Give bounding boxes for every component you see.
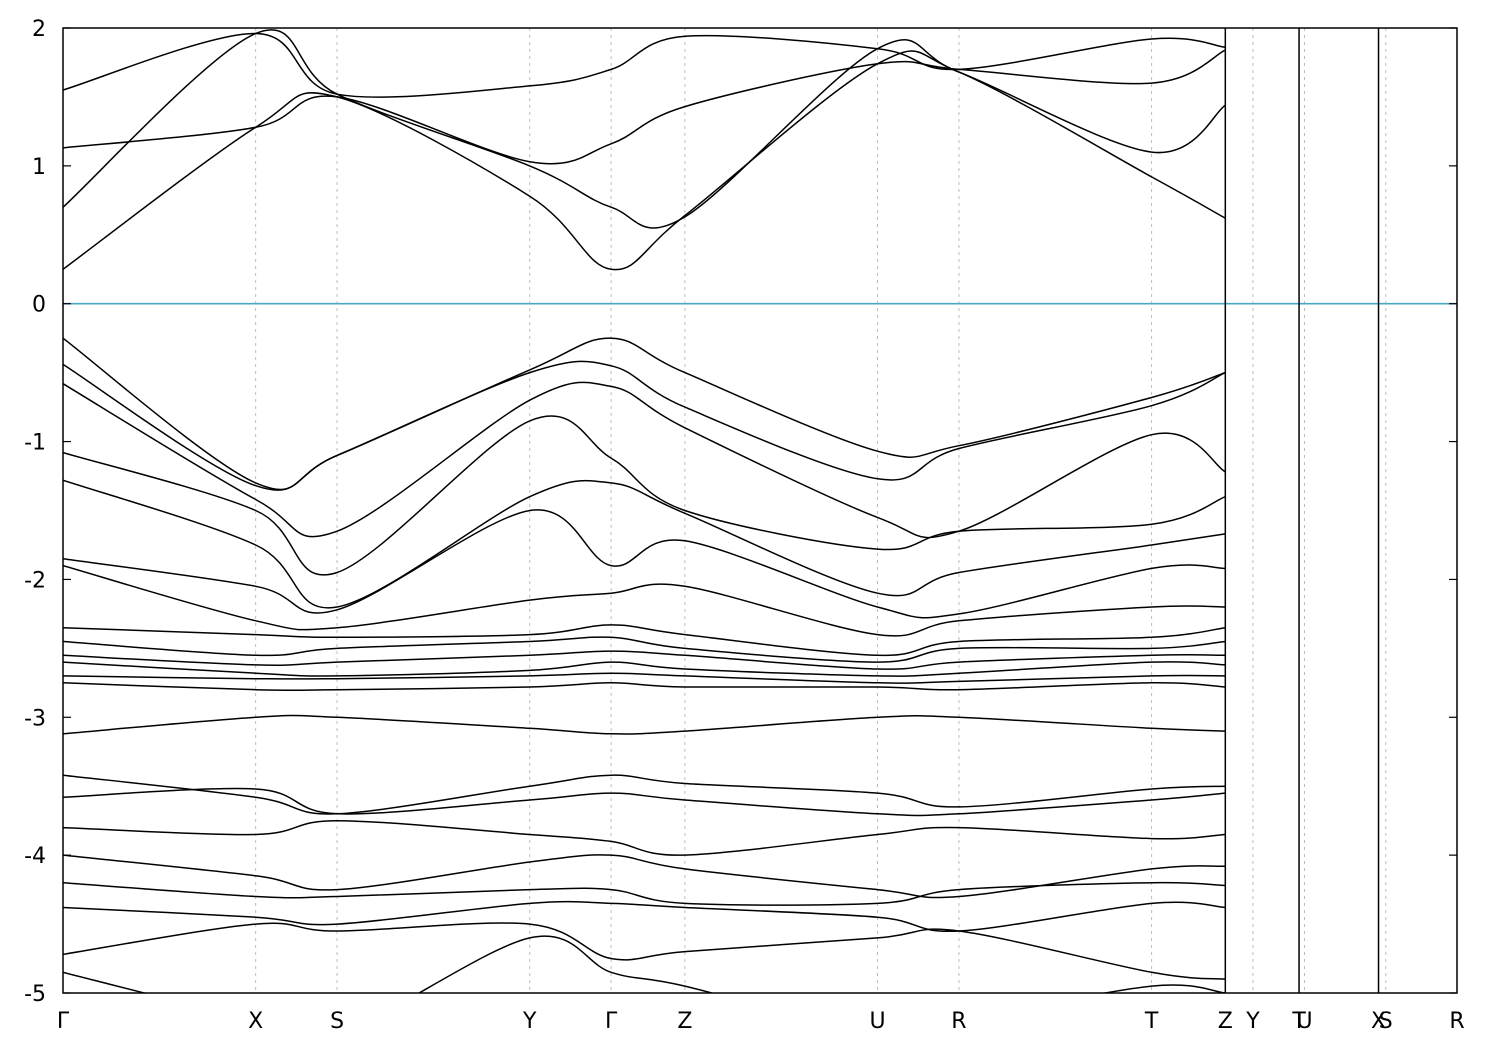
band-line xyxy=(63,636,1226,663)
band-line xyxy=(63,337,1226,491)
band-line xyxy=(63,881,1226,906)
band-line xyxy=(63,900,1226,933)
band-line xyxy=(63,50,1226,271)
band-line xyxy=(63,682,1226,692)
y-tick-label: -1 xyxy=(24,431,46,456)
x-tick-label: Y xyxy=(522,1009,537,1034)
band-line xyxy=(63,49,1226,165)
band-line xyxy=(63,672,1226,684)
grid-layer xyxy=(255,28,1387,993)
x-tick-layer: Γ X S Y Γ Z U R T Z Y TU XS R xyxy=(57,1009,1465,1034)
band-line xyxy=(63,509,1226,619)
segment-border-layer xyxy=(1224,28,1380,993)
band-line xyxy=(63,935,1226,993)
band-line xyxy=(63,774,1226,815)
y-tick-label: 0 xyxy=(32,293,46,318)
x-tick-label: R xyxy=(1449,1009,1464,1034)
band-line xyxy=(63,564,1226,637)
x-tick-label: Y xyxy=(1245,1009,1260,1034)
y-tick-label: -4 xyxy=(24,844,46,869)
x-tick-label: Z xyxy=(1218,1009,1233,1034)
band-line xyxy=(63,787,1226,817)
x-tick-label: T xyxy=(1291,1009,1306,1034)
band-line xyxy=(63,854,1226,899)
y-tick-label: -3 xyxy=(24,706,46,731)
x-tick-label: Γ xyxy=(605,1009,618,1034)
band-line xyxy=(63,922,1226,980)
y-tick-layer: -5 -4 -3 -2 -1 0 1 2 xyxy=(24,17,1457,1007)
y-tick-label: -5 xyxy=(24,982,46,1007)
band-line xyxy=(63,415,1226,576)
x-tick-label: Z xyxy=(677,1009,692,1034)
band-line xyxy=(63,32,1226,98)
y-tick-label: -2 xyxy=(24,568,46,593)
x-tick-label: U xyxy=(1296,1009,1312,1034)
y-tick-label: 2 xyxy=(32,17,46,42)
x-tick-label: Γ xyxy=(57,1009,70,1034)
band-lines-layer xyxy=(63,29,1226,993)
x-tick-label: X xyxy=(248,1009,263,1034)
x-tick-label: S xyxy=(1379,1009,1393,1034)
x-tick-label: T xyxy=(1144,1009,1159,1034)
band-line xyxy=(63,360,1226,491)
plot-frame xyxy=(62,27,1458,994)
band-line xyxy=(63,624,1226,657)
band-line xyxy=(63,29,1226,229)
band-line xyxy=(63,479,1226,609)
y-tick-label: 1 xyxy=(32,155,46,180)
x-tick-label: S xyxy=(330,1009,344,1034)
band-line xyxy=(63,714,1226,735)
band-line xyxy=(63,650,1226,670)
band-line xyxy=(63,661,1226,677)
band-line xyxy=(63,381,1226,539)
x-tick-label: X xyxy=(1371,1009,1386,1034)
x-tick-label: U xyxy=(869,1009,885,1034)
band-line xyxy=(63,819,1226,856)
x-tick-label: R xyxy=(951,1009,966,1034)
